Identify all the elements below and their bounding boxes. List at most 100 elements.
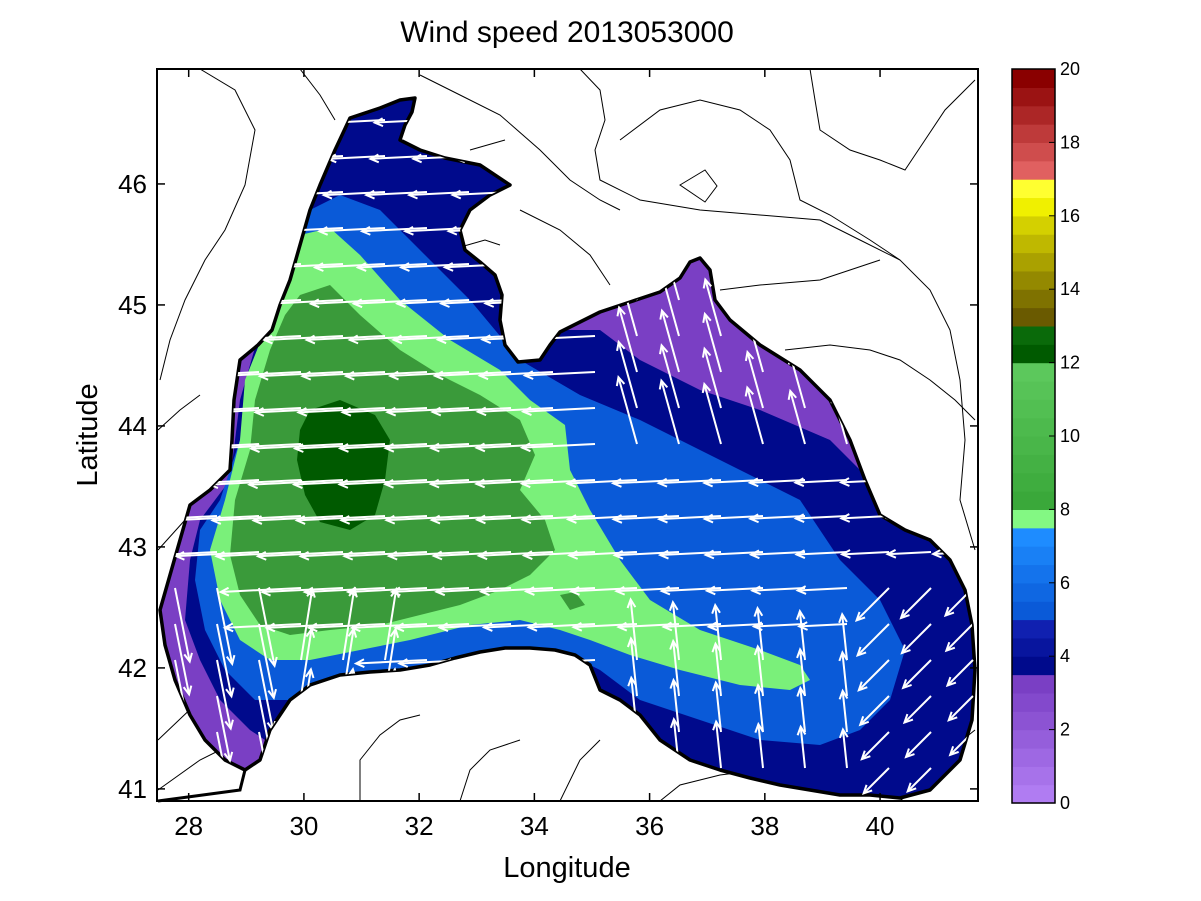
- y-tick-label: 44: [118, 411, 147, 441]
- colorbar-segment: [1012, 380, 1055, 400]
- wind-vector: [321, 189, 386, 200]
- wind-vector: [431, 550, 512, 561]
- wind-vector: [174, 623, 193, 697]
- wind-vector: [434, 586, 512, 597]
- y-tick-label: 43: [118, 532, 147, 562]
- coastline-bosphorus: [157, 769, 247, 803]
- wind-vector: [611, 514, 680, 524]
- wind-vector: [796, 685, 806, 733]
- wind-vector: [626, 636, 638, 697]
- colorbar-segment: [1012, 674, 1055, 694]
- wind-vector: [753, 644, 764, 697]
- wind-vector: [944, 623, 974, 653]
- colorbar-tick-label: 18: [1060, 132, 1080, 152]
- colorbar-tick-label: 0: [1060, 793, 1070, 813]
- wind-vector: [838, 650, 849, 697]
- wind-vector: [359, 226, 428, 236]
- wind-vector: [339, 515, 428, 525]
- colorbar-segment: [1012, 234, 1055, 254]
- wind-vector: [257, 370, 344, 381]
- colorbar-segment: [1012, 546, 1055, 566]
- wind-vector: [838, 612, 848, 661]
- wind-vector: [568, 586, 638, 596]
- colorbar-segment: [1012, 692, 1055, 712]
- colorbar-segment: [1012, 454, 1055, 474]
- wind-vector: [386, 550, 470, 561]
- y-tick-label: 41: [118, 774, 147, 804]
- wind-vector: [795, 585, 848, 595]
- wind-vector: [294, 515, 386, 525]
- wind-vector: [337, 443, 428, 453]
- wind-vector: [474, 514, 554, 525]
- colorbar-tick-label: 2: [1060, 720, 1070, 740]
- wind-vector: [796, 621, 848, 631]
- y-axis: 41 42 43 44 45 46: [118, 169, 978, 804]
- wind-vector: [385, 406, 470, 417]
- x-axis: 28 30 32 34 36 38 40: [174, 69, 895, 841]
- wind-vector: [712, 719, 722, 769]
- wind-vector: [839, 549, 890, 559]
- wind-vector: [261, 334, 344, 345]
- colorbar-segment: [1012, 656, 1055, 676]
- colorbar-segment: [1012, 472, 1055, 492]
- colorbar-segment: [1012, 270, 1055, 290]
- wind-vector: [394, 298, 470, 309]
- wind-vector: [306, 622, 386, 633]
- colorbar-segment: [1012, 252, 1055, 272]
- wind-vector: [477, 370, 554, 381]
- wind-vector: [855, 623, 890, 658]
- wind-vector: [317, 226, 386, 236]
- x-tick-label: 28: [174, 811, 203, 841]
- colorbar-tick-label: 12: [1060, 353, 1080, 373]
- colorbar-segment: [1012, 69, 1055, 88]
- wind-vector: [300, 626, 316, 697]
- wind-vector: [614, 585, 680, 596]
- wind-vector: [744, 385, 764, 445]
- wind-vector: [481, 622, 554, 632]
- colorbar-segment: [1012, 509, 1055, 529]
- wind-vector: [173, 550, 260, 561]
- wind-vector: [860, 731, 890, 761]
- wind-vector: [668, 599, 680, 661]
- wind-vector: [251, 515, 344, 525]
- colorbar-segment: [1012, 325, 1055, 345]
- colorbar-segment: [1012, 766, 1055, 786]
- wind-vector: [701, 346, 722, 409]
- wind-vector: [838, 688, 849, 733]
- colorbar-segment: [1012, 215, 1055, 235]
- wind-vector: [521, 550, 596, 560]
- wind-vector: [945, 659, 974, 688]
- region-high-spot: [560, 592, 585, 610]
- wind-vector: [437, 622, 512, 632]
- wind-vector: [787, 388, 806, 445]
- x-tick-label: 32: [405, 811, 434, 841]
- wind-vector: [398, 262, 470, 272]
- colorbar-segment: [1012, 289, 1055, 309]
- wind-vector: [711, 680, 722, 733]
- x-axis-label: Longitude: [503, 852, 630, 884]
- wind-vector: [793, 513, 848, 523]
- wind-vector: [428, 442, 512, 453]
- wind-vector: [857, 659, 890, 692]
- x-tick-label: 34: [520, 811, 549, 841]
- wind-vector: [428, 478, 512, 489]
- wind-vector: [312, 262, 386, 272]
- wind-vector: [342, 550, 428, 561]
- wind-vector: [391, 334, 470, 345]
- wind-vector: [901, 659, 932, 690]
- wind-vector: [794, 549, 848, 559]
- wind-vector: [520, 514, 596, 525]
- chart-title: Wind speed 2013053000: [400, 16, 734, 49]
- colorbar-segment: [1012, 160, 1055, 180]
- colorbar-segment: [1012, 637, 1055, 657]
- wind-vector: [523, 586, 596, 596]
- wind-vector: [906, 767, 932, 793]
- wind-vector: [567, 550, 638, 560]
- colorbar-segment: [1012, 417, 1055, 437]
- x-tick-label: 40: [866, 811, 895, 841]
- wind-vector: [565, 514, 638, 524]
- plot-frame: [156, 68, 979, 802]
- wind-vector: [658, 378, 680, 445]
- wind-vector: [616, 339, 638, 409]
- region-high: [230, 285, 555, 635]
